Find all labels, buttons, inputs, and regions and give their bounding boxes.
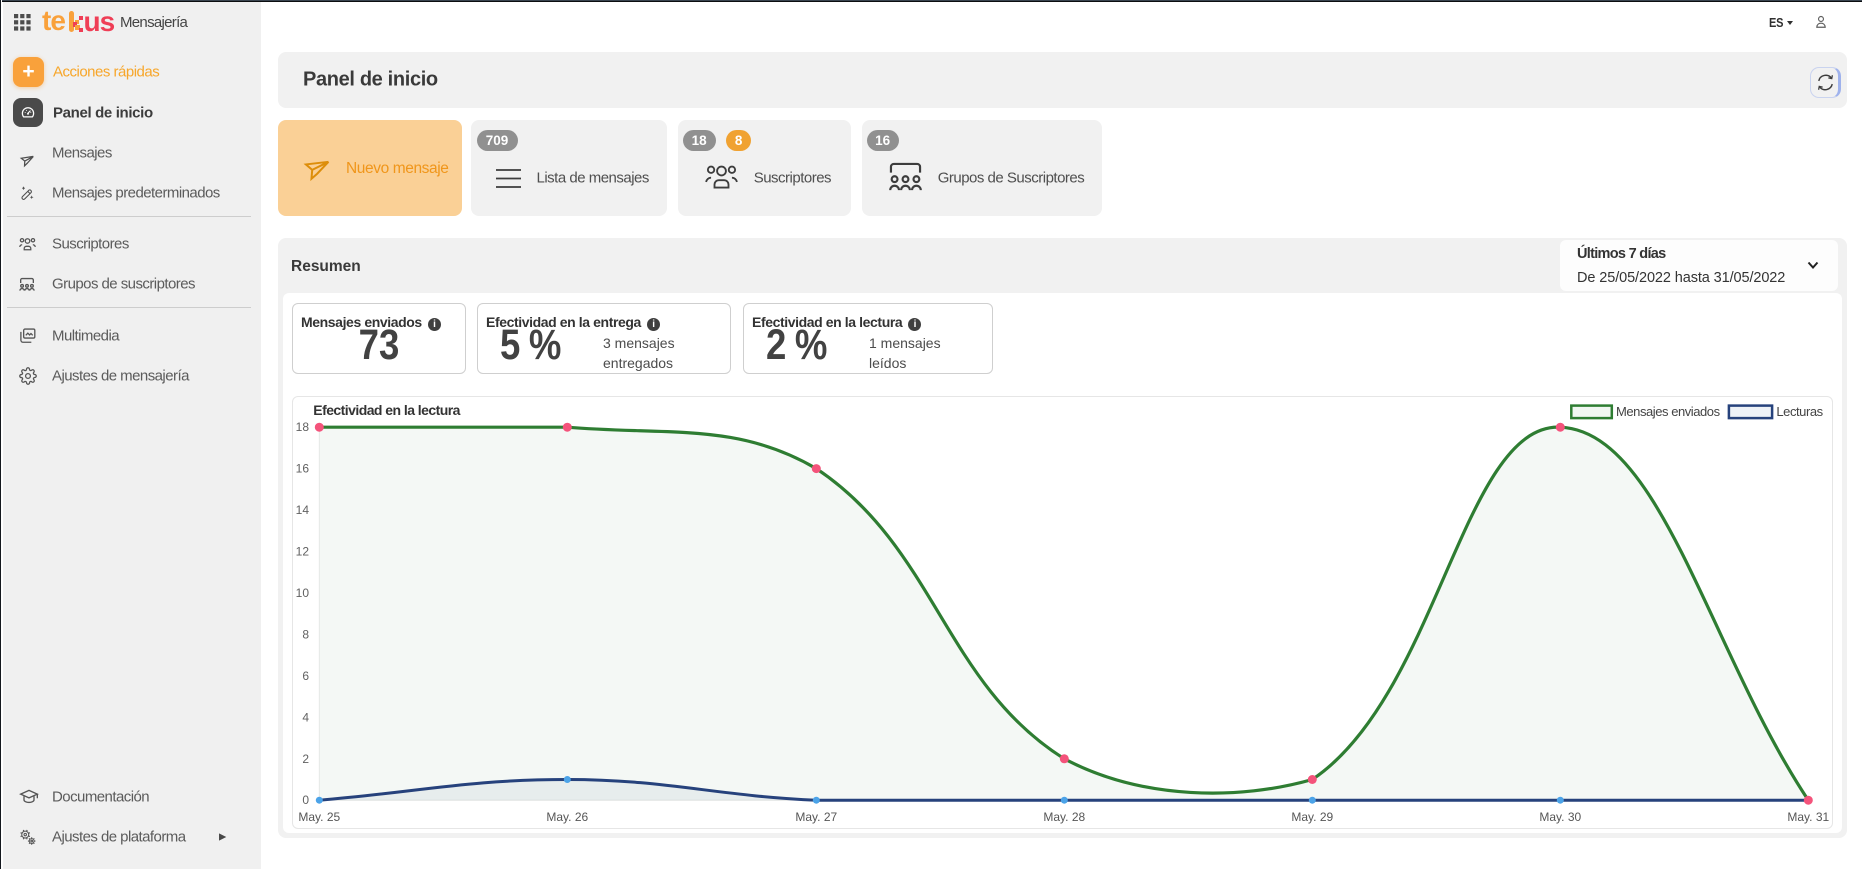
svg-text:Lecturas: Lecturas xyxy=(1776,404,1823,419)
svg-text:0: 0 xyxy=(302,793,309,807)
svg-text:14: 14 xyxy=(295,503,309,517)
svg-text:May. 28: May. 28 xyxy=(1043,810,1085,824)
svg-text:4: 4 xyxy=(302,710,309,724)
svg-text:12: 12 xyxy=(295,544,309,558)
svg-text:10: 10 xyxy=(295,586,309,600)
svg-text:May. 29: May. 29 xyxy=(1291,810,1333,824)
svg-text:2: 2 xyxy=(302,752,309,766)
svg-text:Mensajes enviados: Mensajes enviados xyxy=(1616,404,1721,419)
svg-text:May. 31: May. 31 xyxy=(1787,810,1829,824)
svg-text:16: 16 xyxy=(295,461,309,475)
svg-text:Efectividad en la lectura: Efectividad en la lectura xyxy=(313,402,460,418)
svg-text:18: 18 xyxy=(295,420,309,434)
svg-text:May. 26: May. 26 xyxy=(546,810,588,824)
svg-text:6: 6 xyxy=(302,669,309,683)
svg-text:May. 30: May. 30 xyxy=(1539,810,1581,824)
svg-text:May. 27: May. 27 xyxy=(795,810,837,824)
svg-text:May. 25: May. 25 xyxy=(298,810,340,824)
svg-text:8: 8 xyxy=(302,627,309,641)
